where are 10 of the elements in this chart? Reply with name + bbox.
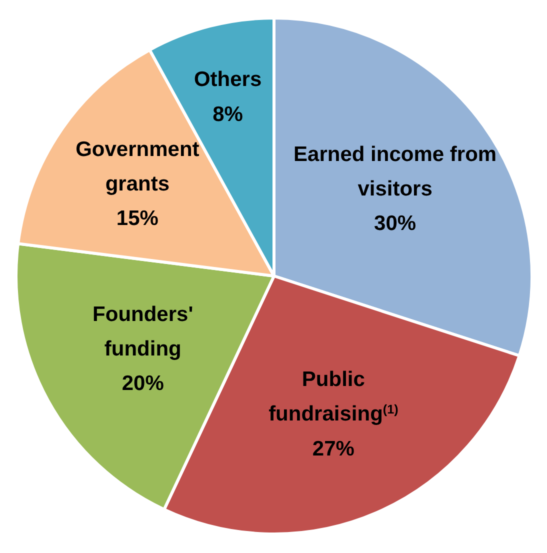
slice-label: Earned income from visitors	[294, 142, 497, 200]
data-label: 20%	[122, 372, 164, 396]
data-label: 15%	[116, 207, 159, 230]
data-label: 30%	[374, 212, 416, 236]
slice-label: Founders' funding	[92, 302, 194, 360]
slice-label: Others	[194, 68, 262, 92]
data-label: 8%	[212, 102, 244, 126]
slice-label: Government grants	[76, 138, 200, 196]
slice-label: Public fundraising$^{(1)}$	[268, 368, 398, 426]
data-label: 27%	[312, 437, 355, 460]
